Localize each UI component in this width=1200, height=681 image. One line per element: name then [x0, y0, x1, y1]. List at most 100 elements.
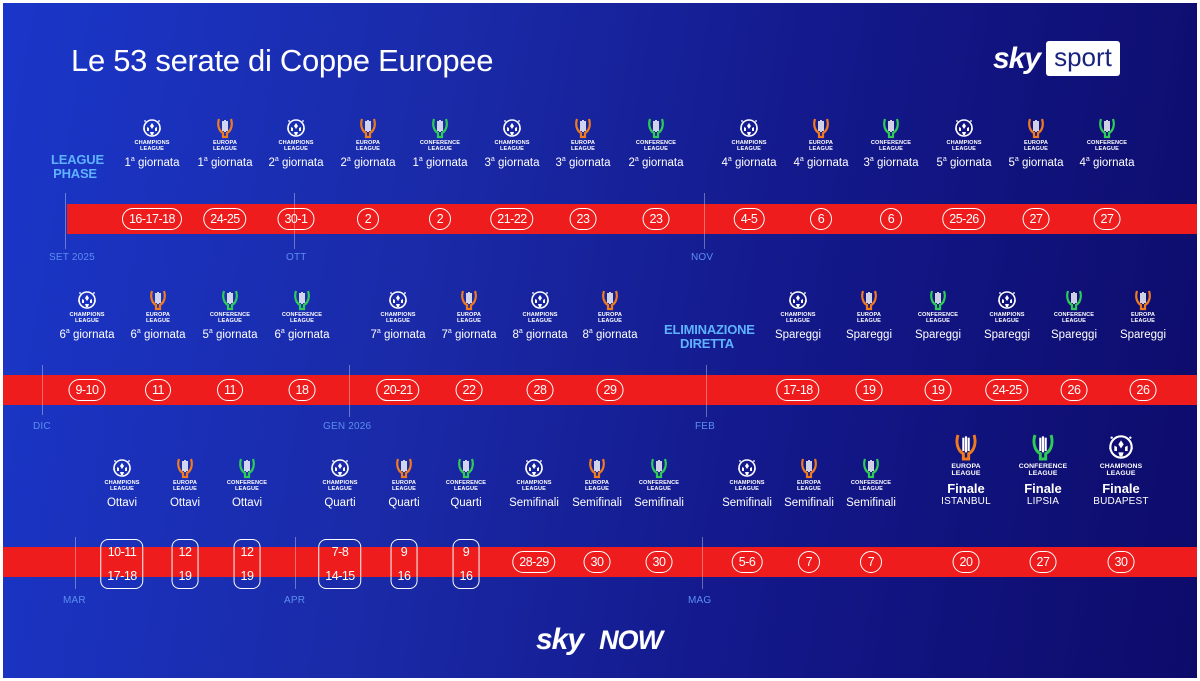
date-pill: 19 [855, 379, 883, 401]
final-date-pill: 30 [1107, 551, 1135, 573]
round-label: Spareggi [1050, 329, 1098, 341]
date-second-leg: 17-18 [107, 569, 137, 583]
date-second-leg: 16 [459, 569, 473, 583]
competition-name: CHAMPIONS LEAGUE [729, 480, 765, 493]
competition-name: CONFERENCE LEAGUE [281, 312, 323, 325]
pill-gap [460, 560, 473, 568]
europa-league-icon [598, 288, 622, 312]
sport-wordmark: sport [1046, 41, 1120, 76]
conference-league-icon [859, 456, 883, 480]
europa-league-icon [1131, 288, 1155, 312]
date-pill: 2 [429, 208, 451, 230]
date-pill: 24-25 [203, 208, 247, 230]
event-card: CHAMPIONS LEAGUE 6a giornata [45, 288, 129, 341]
event-card: EUROPA LEAGUE 3a giornata [541, 116, 625, 169]
event-card: EUROPA LEAGUE Quarti [362, 456, 446, 509]
knockout-phase-label: ELIMINAZIONE DIRETTA [664, 322, 755, 351]
competition-name: EUROPA LEAGUE [212, 140, 238, 153]
event-card: CHAMPIONS LEAGUE Ottavi [80, 456, 164, 509]
date-pill: 17-18 [776, 379, 820, 401]
competition-name: CHAMPIONS LEAGUE [1099, 463, 1143, 478]
month-divider [294, 193, 295, 249]
final-date-pill: 27 [1029, 551, 1057, 573]
date-second-leg: 14-15 [325, 569, 355, 583]
competition-name: CHAMPIONS LEAGUE [104, 480, 140, 493]
event-card: CONFERENCE LEAGUE 3a giornata [849, 116, 933, 169]
pill-gap [325, 560, 354, 568]
competition-name: CONFERENCE LEAGUE [419, 140, 461, 153]
round-label: Semifinali [509, 497, 559, 509]
month-divider [75, 537, 76, 589]
date-pill: 30 [645, 551, 673, 573]
champions-league-icon [140, 116, 164, 140]
competition-name: CONFERENCE LEAGUE [870, 140, 912, 153]
competition-name: EUROPA LEAGUE [808, 140, 834, 153]
now-footer-logo: NOW [599, 624, 663, 655]
round-label: Spareggi [845, 329, 893, 341]
round-label: Semifinali [572, 497, 622, 509]
competition-name: EUROPA LEAGUE [391, 480, 417, 493]
sky-footer-logo: sky [536, 623, 584, 656]
final-card: CHAMPIONS LEAGUE Finale BUDAPEST [1079, 431, 1163, 507]
competition-name: EUROPA LEAGUE [456, 312, 482, 325]
round-label: 4a giornata [721, 156, 777, 169]
round-label: 7a giornata [441, 328, 497, 341]
competition-name: EUROPA LEAGUE [1130, 312, 1156, 325]
champions-league-icon [110, 456, 134, 480]
round-label: 6a giornata [274, 328, 330, 341]
timeline-stripe-1 [67, 204, 1197, 234]
champions-league-icon [528, 288, 552, 312]
date-pill-double: 7-8 14-15 [318, 539, 362, 589]
event-card: CONFERENCE LEAGUE Semifinali [829, 456, 913, 509]
date-pill: 24-25 [985, 379, 1029, 401]
month-divider [702, 537, 703, 589]
date-pill: 30 [583, 551, 611, 573]
event-card: CONFERENCE LEAGUE Semifinali [617, 456, 701, 509]
round-label: 3a giornata [555, 156, 611, 169]
round-label: 1a giornata [197, 156, 253, 169]
event-card: EUROPA LEAGUE 6a giornata [116, 288, 200, 341]
date-first-leg: 10-11 [107, 545, 137, 559]
date-pill: 4-5 [733, 208, 765, 230]
competition-name: EUROPA LEAGUE [570, 140, 596, 153]
event-card: CONFERENCE LEAGUE Spareggi [896, 288, 980, 341]
round-label: 6a giornata [59, 328, 115, 341]
date-pill: 23 [642, 208, 670, 230]
competition-name: CHAMPIONS LEAGUE [322, 480, 358, 493]
date-pill-double: 9 16 [390, 539, 418, 589]
month-label: SET 2025 [49, 252, 95, 263]
pill-gap [241, 560, 254, 568]
round-label: Spareggi [1119, 329, 1167, 341]
round-label: Ottavi [106, 497, 138, 509]
date-pill-double: 12 19 [171, 539, 199, 589]
event-card: EUROPA LEAGUE 7a giornata [427, 288, 511, 341]
competition-name: EUROPA LEAGUE [856, 312, 882, 325]
champions-league-icon [284, 116, 308, 140]
month-label: NOV [691, 252, 714, 263]
date-first-leg: 12 [178, 545, 192, 559]
month-divider [704, 193, 705, 249]
champions-league-icon [735, 456, 759, 480]
event-card: CHAMPIONS LEAGUE 1a giornata [110, 116, 194, 169]
competition-name: EUROPA LEAGUE [597, 312, 623, 325]
conference-league-icon [428, 116, 452, 140]
competition-name: CHAMPIONS LEAGUE [516, 480, 552, 493]
date-second-leg: 19 [240, 569, 254, 583]
round-label: 3a giornata [863, 156, 919, 169]
event-card: CHAMPIONS LEAGUE Spareggi [965, 288, 1049, 341]
round-label: Ottavi [169, 497, 201, 509]
month-label: APR [284, 595, 306, 606]
round-label: 5a giornata [202, 328, 258, 341]
date-pill: 28-29 [512, 551, 556, 573]
event-card: EUROPA LEAGUE 2a giornata [326, 116, 410, 169]
date-pill: 26 [1060, 379, 1088, 401]
date-pill: 26 [1129, 379, 1157, 401]
competition-name: CHAMPIONS LEAGUE [780, 312, 816, 325]
date-pill: 27 [1022, 208, 1050, 230]
competition-name: CONFERENCE LEAGUE [1018, 463, 1068, 478]
competition-name: CONFERENCE LEAGUE [1086, 140, 1128, 153]
europa-league-icon [571, 116, 595, 140]
europa-league-icon [1024, 116, 1048, 140]
month-label: MAG [688, 595, 712, 606]
date-pill: 19 [924, 379, 952, 401]
